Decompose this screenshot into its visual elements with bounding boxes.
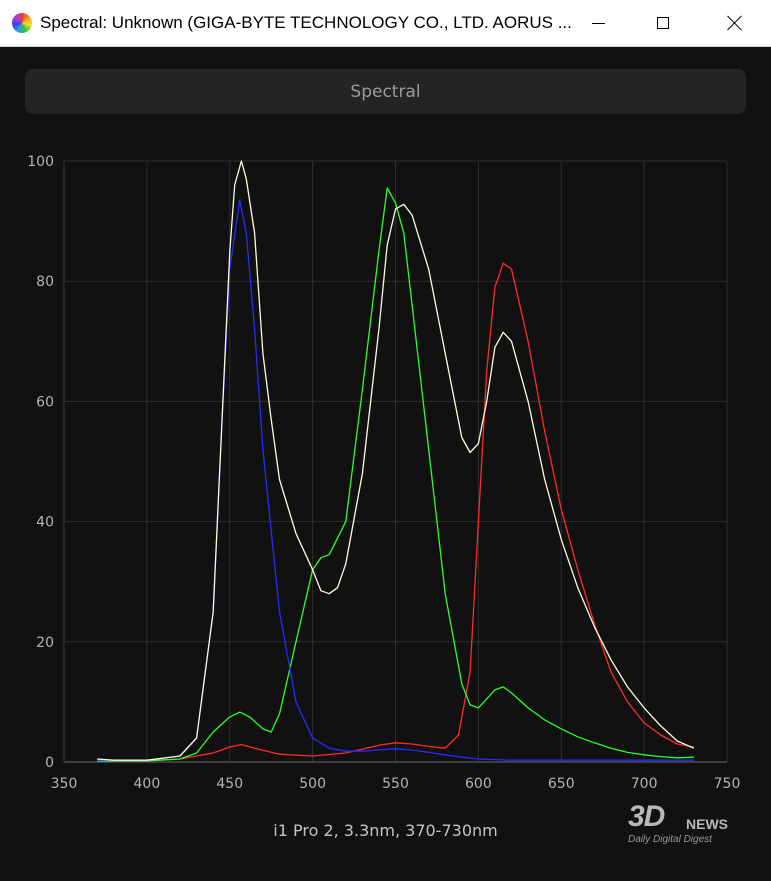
x-tick-label: 700 [631, 776, 658, 792]
y-tick-label: 80 [36, 274, 54, 290]
series-line-3 [97, 160, 695, 761]
minimize-button[interactable] [575, 0, 621, 46]
x-tick-label: 450 [216, 776, 243, 792]
x-tick-label: 750 [714, 776, 741, 792]
window-title: Spectral: Unknown (GIGA-BYTE TECHNOLOGY … [40, 13, 572, 32]
instrument-label: i1 Pro 2, 3.3nm, 370-730nm [273, 821, 498, 840]
watermark-tagline: Daily Digital Digest [628, 834, 712, 845]
y-tick-label: 20 [36, 635, 54, 651]
y-tick-label: 100 [27, 154, 54, 170]
x-tick-label: 550 [382, 776, 409, 792]
series-line-0 [97, 262, 695, 762]
x-tick-label: 650 [548, 776, 575, 792]
watermark-brand: 3D [628, 800, 665, 833]
x-tick-label: 400 [134, 776, 161, 792]
watermark-logo: 3D NEWS Daily Digital Digest [620, 798, 760, 858]
y-tick-label: 0 [45, 755, 54, 771]
title-bar: Spectral: Unknown (GIGA-BYTE TECHNOLOGY … [0, 0, 771, 47]
x-tick-label: 350 [51, 776, 78, 792]
y-tick-label: 60 [36, 394, 54, 410]
series-line-1 [97, 187, 694, 762]
maximize-button[interactable] [640, 0, 686, 46]
x-tick-label: 600 [465, 776, 492, 792]
x-tick-label: 500 [299, 776, 326, 792]
maximize-icon [657, 17, 669, 29]
y-tick-label: 40 [36, 515, 54, 531]
minimize-icon [591, 22, 605, 24]
watermark-brand2: NEWS [686, 816, 728, 832]
spectral-mode-button[interactable]: Spectral [25, 69, 746, 114]
spectral-rainbow-icon [12, 13, 32, 33]
